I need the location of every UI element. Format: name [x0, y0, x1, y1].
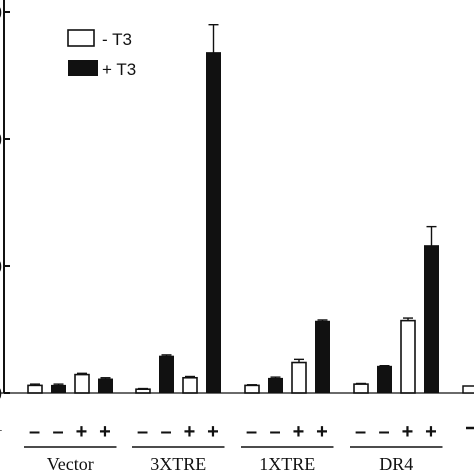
treatment-sign: –	[246, 421, 258, 443]
bar-minus-t3	[74, 373, 90, 394]
bar-plus-t3	[377, 365, 392, 394]
plot-area: – – + +Vector– – + +3XTRE– – + +1XTRE– – + +DR4	[0, 24, 474, 474]
treatment-sign: –	[269, 421, 281, 443]
bar-minus-t3	[291, 361, 307, 394]
right-edge-fragment	[462, 385, 474, 430]
y-tick-label: 0	[0, 256, 2, 278]
y-tick-label: 0	[0, 129, 2, 151]
y-tick-label: 0	[0, 2, 2, 24]
treatment-sign: –	[355, 421, 367, 443]
bar-group: – – + +1XTRE	[241, 319, 334, 474]
treatment-sign: +	[76, 421, 89, 443]
treatment-sign: +	[293, 421, 306, 443]
bar-group: – – + +3XTRE	[132, 24, 225, 474]
bar-plus-t3	[206, 52, 221, 394]
treatment-sign: +	[99, 421, 112, 443]
y-tick-label: 0	[0, 383, 2, 405]
bar-plus-t3	[424, 245, 439, 394]
treatment-sign: +	[425, 421, 438, 443]
bar-partial	[462, 385, 474, 394]
bar-plus-t3	[268, 377, 283, 394]
treatment-sign: –	[378, 421, 390, 443]
y-axis: 0 0 0 0	[0, 0, 10, 405]
legend: - T3 + T3	[67, 29, 136, 79]
bar-minus-t3	[400, 319, 416, 394]
group-label: Vector	[47, 454, 94, 474]
treatment-sign: +	[207, 421, 220, 443]
bar-minus-t3	[353, 383, 369, 394]
legend-label: + T3	[102, 60, 136, 79]
group-label: 3XTRE	[150, 454, 206, 474]
bar-plus-t3	[315, 320, 330, 394]
treatment-sign: –	[52, 421, 64, 443]
treatment-sign: –	[29, 421, 41, 443]
bar-plus-t3	[159, 355, 174, 394]
treatment-sign: +	[316, 421, 329, 443]
bar-minus-t3	[182, 376, 198, 394]
row-label: 1	[0, 415, 3, 435]
treatment-sign: +	[184, 421, 197, 443]
bar-minus-t3	[244, 384, 260, 394]
bar-minus-t3	[27, 384, 43, 394]
bar-group: – – + +DR4	[350, 225, 443, 474]
legend-label: - T3	[102, 30, 132, 49]
group-label: 1XTRE	[259, 454, 315, 474]
bar-plus-t3	[98, 378, 113, 394]
legend-swatch-filled	[68, 60, 98, 76]
treatment-sign: +	[402, 421, 415, 443]
group-label: DR4	[379, 454, 413, 474]
treatment-sign: –	[160, 421, 172, 443]
bar-group: – – + +Vector	[24, 372, 117, 474]
bar-plus-t3	[51, 384, 66, 394]
legend-swatch-open	[67, 29, 95, 47]
treatment-sign: –	[137, 421, 149, 443]
